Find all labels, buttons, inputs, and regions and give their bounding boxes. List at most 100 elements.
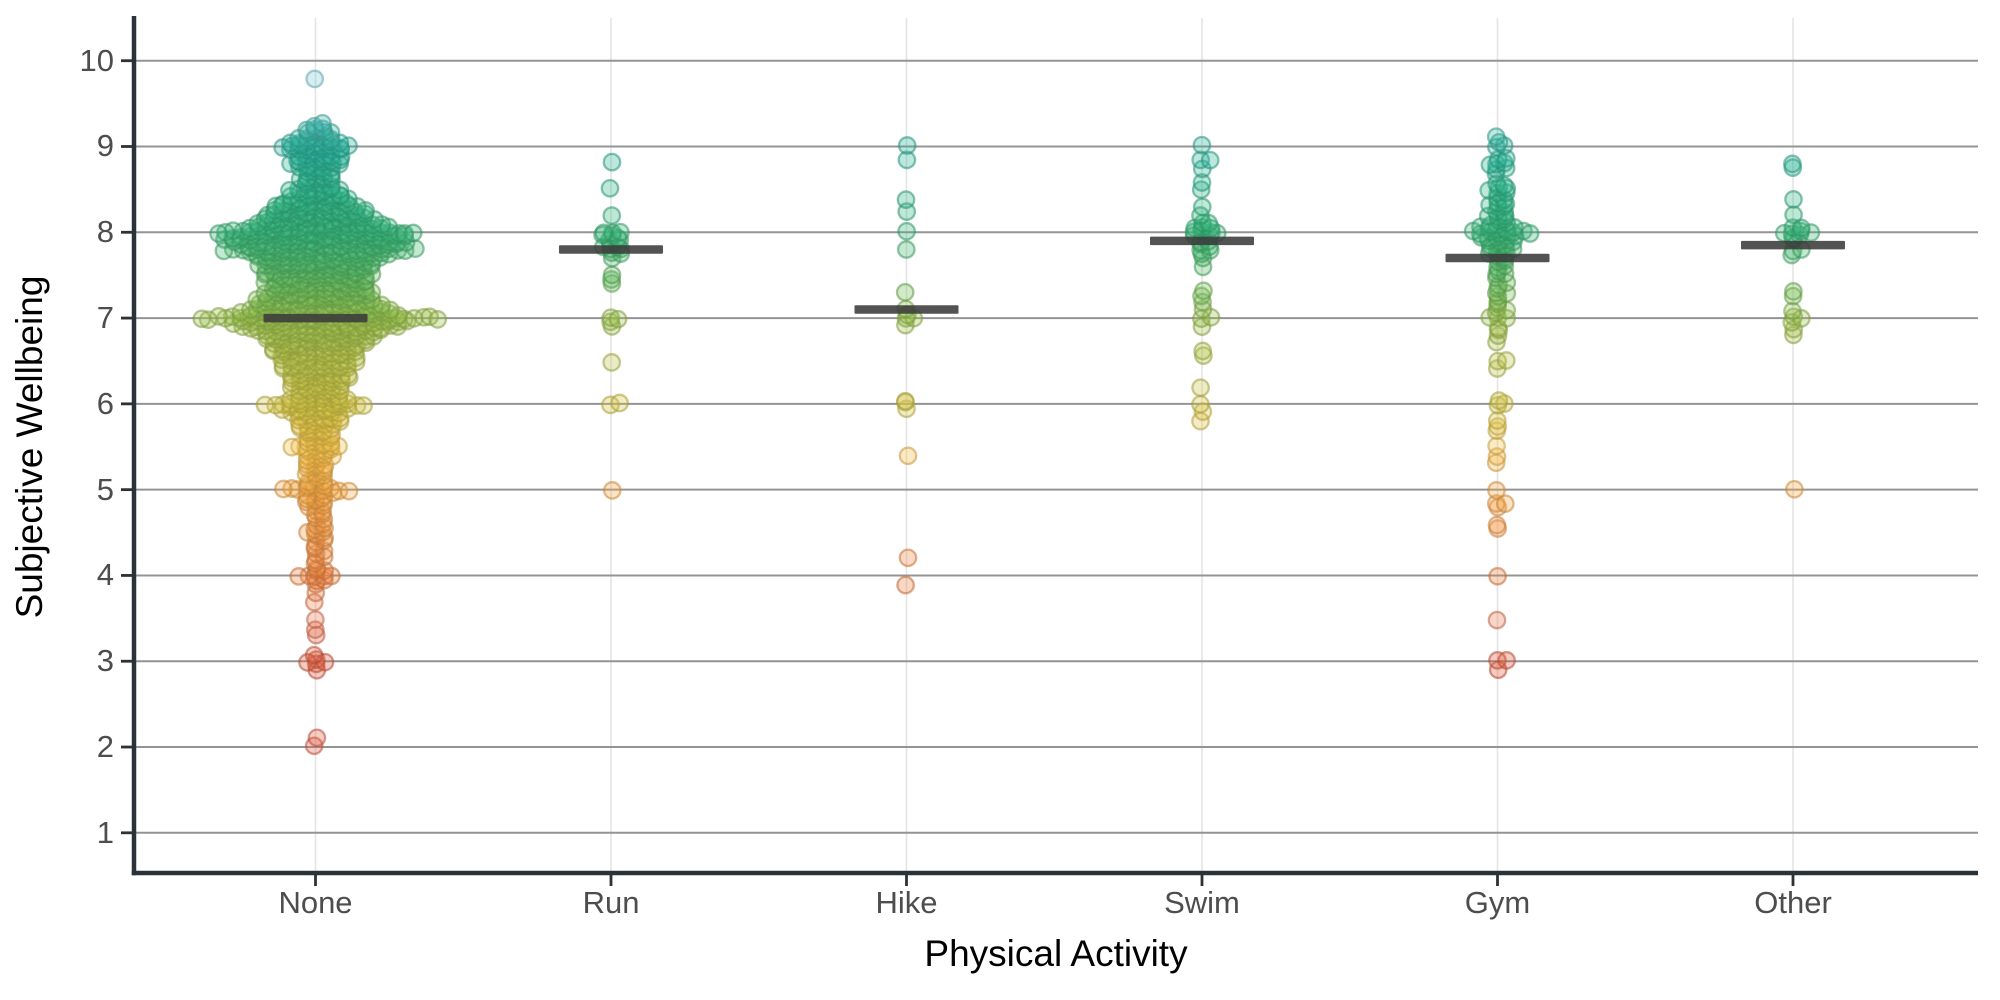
data-point (414, 307, 434, 327)
mean-bar (559, 245, 663, 254)
mean-bar (1741, 240, 1845, 250)
data-point (1194, 281, 1213, 301)
data-point (282, 437, 302, 457)
y-tick-label: 9 (96, 128, 114, 164)
y-tick-label: 8 (96, 214, 114, 250)
data-point (602, 152, 622, 172)
data-point (1497, 178, 1517, 198)
data-point (897, 221, 916, 241)
data-point (313, 113, 332, 133)
axes (121, 16, 1978, 886)
mean-bar (854, 305, 959, 314)
data-point (198, 310, 218, 330)
data-point (347, 396, 367, 415)
data-point (1193, 341, 1213, 361)
data-point (1496, 351, 1516, 370)
data-point (610, 393, 629, 413)
x-category-label: Run (582, 885, 640, 920)
data-point (896, 240, 916, 259)
data-point (1487, 481, 1506, 500)
data-point (274, 479, 293, 499)
data-point (1785, 479, 1804, 499)
y-tick-label: 1 (96, 814, 114, 850)
data-point (1200, 150, 1220, 170)
data-point (192, 309, 212, 329)
data-point (602, 481, 622, 500)
y-axis-title: Subjective Wellbeing (9, 275, 50, 619)
data-point (1487, 610, 1507, 630)
horizontal-gridlines (135, 59, 1978, 834)
data-point (1487, 411, 1507, 430)
data-point (594, 223, 614, 243)
data-point (895, 282, 915, 302)
x-category-label: Other (1754, 885, 1832, 920)
data-point (1191, 394, 1210, 414)
data-point (608, 309, 628, 329)
y-tick-label: 3 (96, 643, 114, 679)
data-point (1488, 417, 1508, 436)
data-point (1486, 127, 1506, 147)
data-point (428, 310, 448, 329)
mean-bar (263, 313, 368, 323)
data-point (1784, 282, 1803, 301)
data-point (1801, 223, 1821, 242)
data-point (898, 548, 918, 568)
data-point (602, 265, 622, 285)
data-point (289, 567, 309, 586)
data-points (192, 69, 1821, 756)
data-point (602, 206, 622, 225)
data-point (1191, 378, 1210, 398)
data-point (389, 224, 409, 243)
data-point (600, 178, 620, 198)
x-category-label: None (278, 885, 353, 920)
data-point (896, 190, 916, 210)
data-point (403, 223, 423, 243)
x-category-label: Gym (1464, 885, 1531, 920)
data-point (306, 610, 325, 629)
y-tick-label: 7 (96, 300, 114, 336)
data-point (1487, 436, 1506, 456)
data-point (611, 222, 630, 242)
data-point (1488, 566, 1507, 586)
data-point (354, 396, 373, 415)
data-point (1783, 154, 1802, 174)
x-category-label: Hike (875, 885, 938, 920)
data-point (898, 446, 918, 466)
data-point (896, 391, 915, 411)
data-point (222, 307, 242, 327)
data-point (209, 224, 228, 243)
data-point (897, 150, 917, 170)
y-tick-label: 6 (96, 385, 114, 421)
y-tick-label: 4 (96, 557, 114, 593)
data-point (602, 353, 622, 372)
data-point (307, 728, 327, 748)
data-point (897, 136, 917, 155)
y-tick-label: 10 (79, 42, 114, 78)
y-tick-label: 5 (96, 471, 114, 507)
y-tick-label: 2 (96, 729, 114, 765)
x-axis-title: Physical Activity (924, 933, 1188, 974)
mean-bars (263, 236, 1845, 323)
data-point (255, 395, 275, 415)
data-point (1487, 515, 1507, 535)
data-point (1191, 150, 1211, 170)
data-point (1497, 651, 1516, 670)
data-point (305, 69, 325, 89)
data-point (1192, 135, 1212, 155)
x-category-label: Swim (1164, 885, 1240, 920)
data-point (1495, 494, 1515, 514)
data-point (1192, 197, 1212, 217)
data-point (280, 180, 299, 200)
data-point (1783, 301, 1802, 321)
data-point (1489, 391, 1509, 410)
data-point (1192, 173, 1212, 192)
data-point (339, 481, 359, 501)
data-point (1520, 224, 1540, 243)
data-point (896, 575, 915, 595)
mean-bar (1150, 236, 1254, 246)
mean-bar (1445, 253, 1550, 263)
data-point (216, 222, 235, 242)
data-point (1784, 205, 1803, 225)
